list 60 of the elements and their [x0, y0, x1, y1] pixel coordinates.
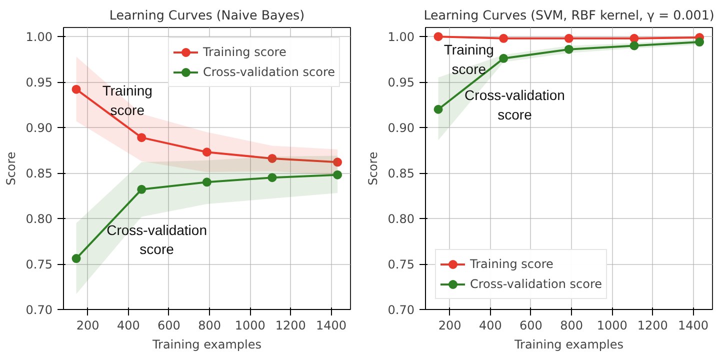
- point: [72, 254, 81, 264]
- y-tick-label: 0.95: [388, 76, 414, 90]
- point: [630, 41, 639, 50]
- x-axis-title: Training examples: [513, 338, 624, 352]
- annotation: Training score: [444, 42, 494, 77]
- y-tick-label: 0.95: [26, 76, 52, 90]
- x-tick-label: 1000: [596, 318, 628, 332]
- x-tick-label: 200: [76, 318, 100, 332]
- y-tick-label: 0.75: [26, 258, 52, 272]
- point: [137, 184, 146, 194]
- point: [268, 154, 277, 163]
- y-tick-label: 0.70: [388, 303, 414, 317]
- point: [564, 34, 574, 43]
- point: [137, 133, 146, 142]
- y-tick-label: 0.80: [26, 212, 52, 226]
- y-tick-label: 0.80: [388, 212, 414, 226]
- x-tick-label: 800: [198, 318, 221, 332]
- legend-label: Cross-validation score: [202, 65, 335, 79]
- y-tick-label: 1.00: [388, 30, 414, 44]
- x-tick-label: 400: [116, 318, 140, 332]
- x-tick-label: 1000: [234, 318, 266, 332]
- legend-label: Training score: [470, 257, 554, 271]
- annotation: Training score: [102, 82, 152, 118]
- x-tick-label: 400: [478, 318, 502, 332]
- chart-title: Learning Curves (SVM, RBF kernel, γ = 0.001): [424, 8, 714, 22]
- y-axis-title: Score: [4, 152, 18, 186]
- x-axis-title: Training examples: [151, 338, 262, 352]
- point: [499, 54, 508, 63]
- x-tick-label: 1400: [678, 318, 709, 332]
- point: [434, 32, 443, 42]
- chart-title: Learning Curves (Naive Bayes): [109, 8, 305, 22]
- y-tick-label: 0.90: [26, 121, 52, 136]
- y-tick-label: 0.90: [388, 121, 414, 136]
- legend-label: Cross-validation score: [470, 277, 602, 291]
- point: [499, 34, 508, 43]
- x-tick-label: 600: [520, 318, 542, 332]
- point: [695, 38, 704, 47]
- y-tick-label: 0.85: [388, 166, 414, 181]
- legend-label: Training score: [202, 45, 286, 59]
- x-tick-label: 1400: [316, 318, 347, 332]
- x-tick-label: 800: [560, 318, 583, 332]
- point: [564, 44, 574, 54]
- point: [333, 170, 342, 180]
- y-tick-label: 0.75: [388, 258, 414, 272]
- x-tick-label: 200: [438, 318, 462, 332]
- annotation: Cross-validation score: [106, 222, 207, 258]
- x-tick-label: 600: [158, 318, 180, 332]
- y-tick-label: 1.00: [26, 30, 52, 44]
- y-axis-title: Score: [366, 152, 380, 186]
- point: [202, 148, 212, 157]
- point: [72, 84, 81, 94]
- y-tick-label: 0.70: [26, 303, 52, 317]
- point: [202, 178, 212, 187]
- x-tick-label: 1200: [275, 318, 306, 332]
- y-tick-label: 0.85: [26, 166, 52, 181]
- annotation: Cross-validation score: [464, 87, 565, 122]
- point: [333, 158, 342, 167]
- x-tick-label: 1200: [637, 318, 668, 332]
- point: [434, 104, 443, 114]
- point: [268, 173, 277, 182]
